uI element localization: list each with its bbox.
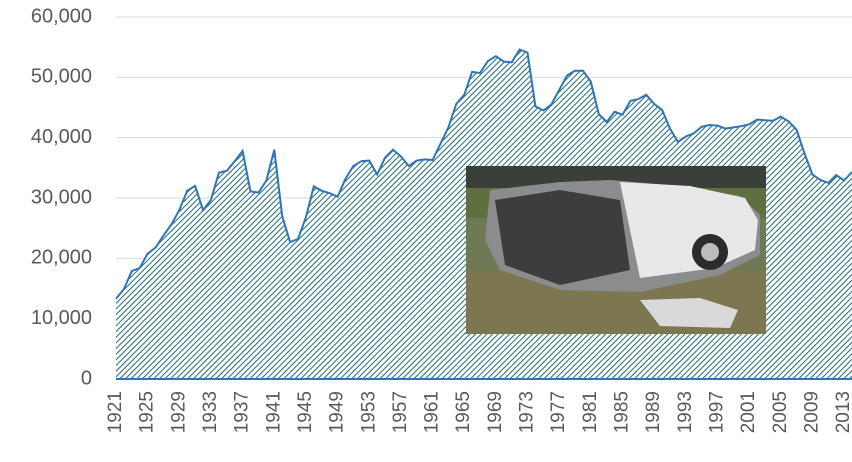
x-tick-label: 1989 [643,391,664,433]
x-tick-label: 1969 [485,391,506,433]
y-tick-label: 0 [81,367,92,389]
y-tick-label: 50,000 [31,66,92,88]
x-tick-label: 1929 [168,391,189,433]
y-tick-label: 30,000 [31,186,92,208]
page: {"chart_data": {"type": "area", "x": [19… [0,0,852,462]
chart: 0 10,000 20,000 30,000 40,000 50,000 60,000 192… [0,0,852,462]
x-tick-label: 1997 [706,391,727,433]
x-tick-label: 1925 [137,391,158,433]
x-tick-label: 1957 [390,391,411,433]
y-tick-label: 60,000 [31,5,92,27]
x-tick-label: 1949 [327,391,348,433]
x-tick-label: 1977 [548,391,569,433]
x-tick-label: 1937 [232,391,253,433]
x-tick-label: 1933 [200,391,221,433]
y-tick-label: 20,000 [31,247,92,269]
x-tick-label: 2013 [833,391,852,433]
x-tick-label: 1953 [358,391,379,433]
x-tick-label: 1945 [295,391,316,433]
inset-photo [466,166,766,334]
x-tick-label: 1985 [612,391,633,433]
x-tick-label: 1921 [105,391,126,433]
x-tick-label: 2001 [738,391,759,433]
x-tick-label: 1973 [517,391,538,433]
x-tick-label: 2005 [770,391,791,433]
x-tick-label: 1941 [263,391,284,433]
x-tick-label: 1965 [453,391,474,433]
x-tick-label: 1961 [422,391,443,433]
y-tick-label: 10,000 [31,307,92,329]
x-tick-label: 2009 [801,391,822,433]
x-tick-label: 1993 [675,391,696,433]
x-tick-label: 1981 [580,391,601,433]
y-tick-label: 40,000 [31,126,92,148]
